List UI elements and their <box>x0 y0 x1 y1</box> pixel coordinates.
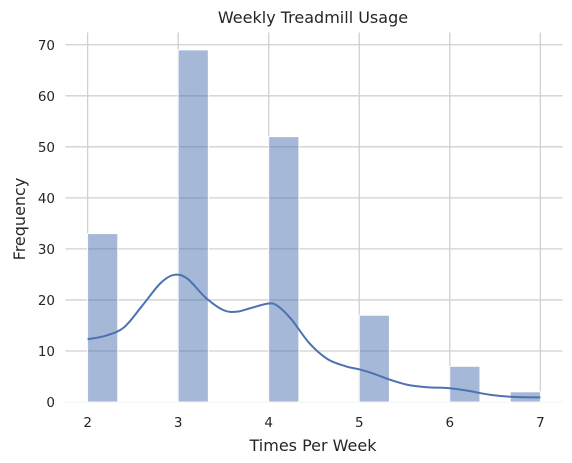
y-tick-label: 40 <box>38 191 55 207</box>
y-tick-label: 30 <box>38 242 55 258</box>
x-axis-label: Times Per Week <box>249 436 378 455</box>
y-tick-label: 60 <box>38 89 55 105</box>
x-tick-label: 4 <box>264 415 273 431</box>
x-tick-label: 5 <box>355 415 364 431</box>
histogram-bar <box>268 136 300 403</box>
y-tick-label: 50 <box>38 140 55 156</box>
histogram-bar <box>449 365 481 403</box>
kde-curve <box>87 273 541 399</box>
y-tick-labels: 0 10 20 30 40 50 60 70 <box>38 38 55 411</box>
plot-frame <box>64 31 564 403</box>
histogram-bar <box>87 233 119 403</box>
histogram-bars <box>87 49 541 403</box>
y-tick-label: 10 <box>38 344 55 360</box>
y-tick-label: 70 <box>38 38 55 54</box>
x-tick-label: 2 <box>83 415 92 431</box>
histogram-bar <box>177 49 209 403</box>
y-axis-label: Frequency <box>10 178 29 261</box>
chart-title: Weekly Treadmill Usage <box>218 8 408 27</box>
grid-lines <box>65 32 563 403</box>
x-tick-label: 6 <box>446 415 455 431</box>
y-tick-label: 0 <box>46 395 55 411</box>
y-tick-label: 20 <box>38 293 55 309</box>
histogram-bar <box>358 314 390 403</box>
x-tick-labels: 2 3 4 5 6 7 <box>83 415 544 431</box>
x-tick-label: 3 <box>174 415 183 431</box>
x-tick-label: 7 <box>536 415 545 431</box>
